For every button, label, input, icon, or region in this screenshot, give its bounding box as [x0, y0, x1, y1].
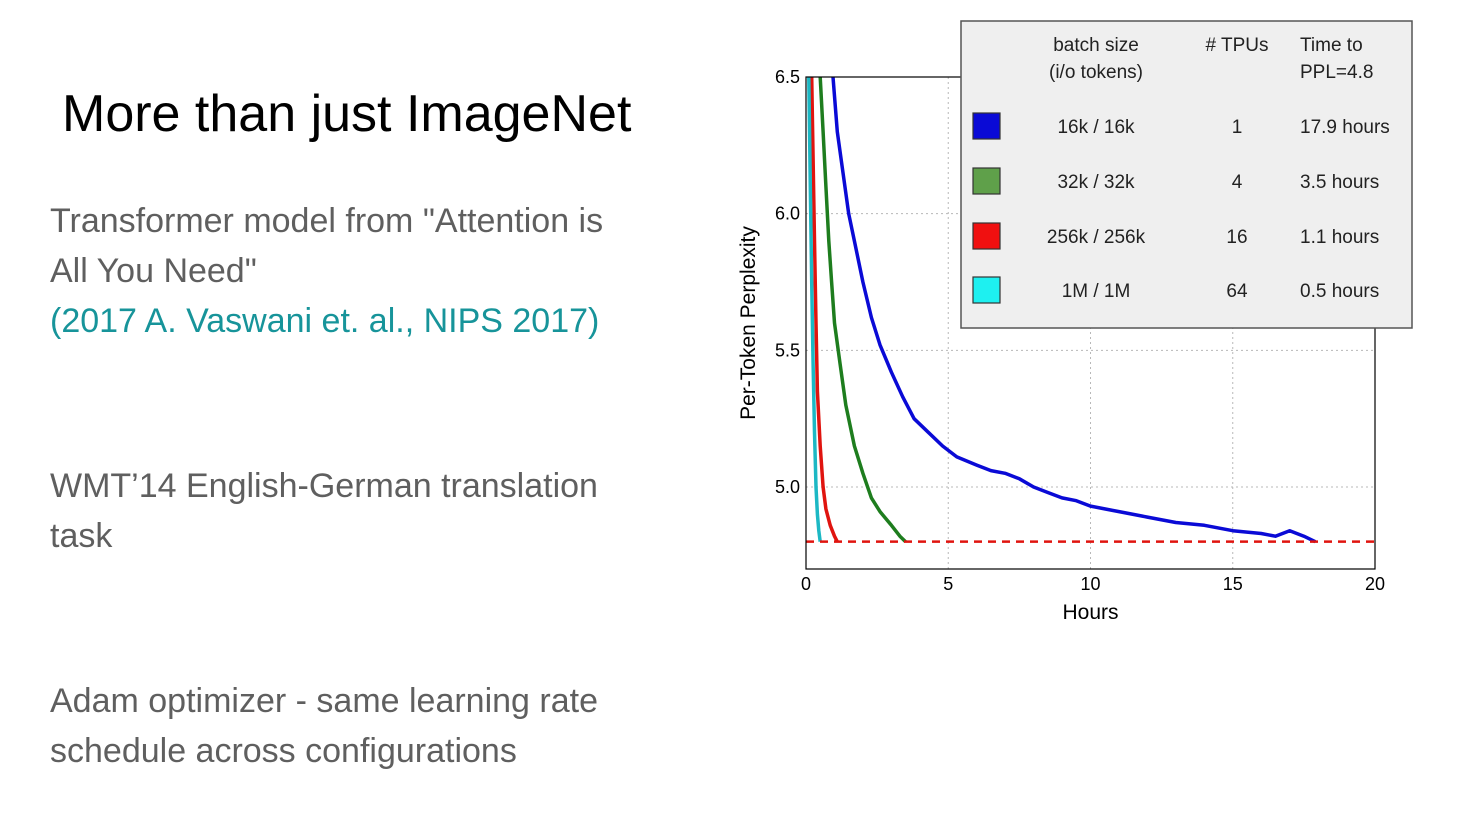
bullet-wmt-task: WMT’14 English-German translation task — [50, 461, 690, 561]
series-line-4 — [807, 76, 822, 542]
x-tick-label: 10 — [1080, 574, 1100, 594]
table-cell-time: 1.1 hours — [1300, 227, 1379, 248]
x-axis-label: Hours — [1062, 601, 1118, 624]
y-tick-label: 6.5 — [775, 67, 800, 87]
table-header-batch-size: batch size — [1053, 35, 1139, 56]
series-line-1 — [831, 76, 1317, 544]
bullet-adam-optimizer: Adam optimizer - same learning rate sche… — [50, 676, 690, 776]
y-tick-label: 6.0 — [775, 204, 800, 224]
legend-swatch — [972, 112, 1001, 140]
table-cell-tpus: 1 — [1232, 117, 1243, 138]
table-header-tpus: # TPUs — [1205, 35, 1268, 56]
table-cell-time: 0.5 hours — [1300, 281, 1379, 302]
bullet-transformer: Transformer model from "Attention is All… — [50, 196, 690, 346]
table-cell-time: 17.9 hours — [1300, 117, 1390, 138]
x-tick-label: 20 — [1365, 574, 1385, 594]
bullet-adam-line-1: Adam optimizer - same learning rate — [50, 682, 599, 720]
legend-swatch — [972, 167, 1001, 195]
bullet-transformer-line-1: Transformer model from "Attention is — [50, 202, 604, 240]
table-cell-batch: 256k / 256k — [1047, 227, 1146, 248]
legend-box — [960, 20, 1413, 329]
series-line-3 — [809, 76, 839, 543]
y-axis-label: Per-Token Perplexity — [737, 226, 760, 420]
table-cell-batch: 1M / 1M — [1062, 281, 1131, 302]
legend-swatch — [972, 222, 1001, 250]
table-header-time: Time to — [1300, 35, 1363, 56]
citation: (2017 A. Vaswani et. al., NIPS 2017) — [50, 302, 600, 340]
table-cell-tpus: 16 — [1226, 227, 1247, 248]
table-cell-batch: 32k / 32k — [1057, 172, 1135, 193]
table-cell-tpus: 64 — [1226, 281, 1248, 302]
table-header-batch-size: (i/o tokens) — [1049, 62, 1143, 83]
x-tick-label: 15 — [1223, 574, 1243, 594]
slide-title: More than just ImageNet — [62, 85, 632, 143]
y-tick-label: 5.0 — [775, 477, 800, 497]
table-cell-time: 3.5 hours — [1300, 172, 1379, 193]
bullet-adam-line-2: schedule across configurations — [50, 732, 517, 770]
bullet-wmt-line-1: WMT’14 English-German translation — [50, 467, 598, 505]
bullet-wmt-line-2: task — [50, 517, 113, 555]
y-tick-label: 5.5 — [775, 340, 800, 360]
table-header-time: PPL=4.8 — [1300, 62, 1373, 83]
table-cell-tpus: 4 — [1232, 172, 1243, 193]
legend-swatch — [972, 276, 1001, 304]
series-line-2 — [818, 76, 907, 543]
x-tick-label: 0 — [801, 574, 811, 594]
x-tick-label: 5 — [943, 574, 953, 594]
bullet-transformer-line-2: All You Need" — [50, 252, 257, 290]
table-cell-batch: 16k / 16k — [1057, 117, 1135, 138]
